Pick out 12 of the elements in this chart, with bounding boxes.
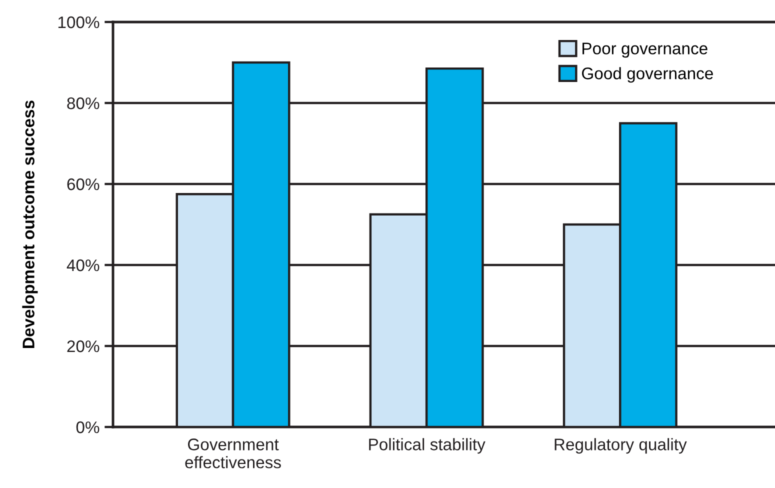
y-tick-label: 40% (66, 259, 100, 272)
x-tick-label: Regulatory quality (554, 438, 687, 454)
y-tick-label: 0% (76, 421, 100, 434)
y-tick-label: 100% (58, 16, 100, 28)
y-tick-label: 80% (67, 97, 100, 110)
legend-label: Poor governance (582, 42, 708, 58)
x-tick-label: Government effectiveness (185, 438, 281, 468)
legend-label: Good governance (582, 67, 713, 83)
x-tick-label: Political stability (369, 438, 486, 454)
y-tick-label: 20% (67, 340, 100, 352)
y-tick-label: 60% (67, 178, 100, 190)
y-axis-title: Development outcome success (22, 100, 38, 348)
